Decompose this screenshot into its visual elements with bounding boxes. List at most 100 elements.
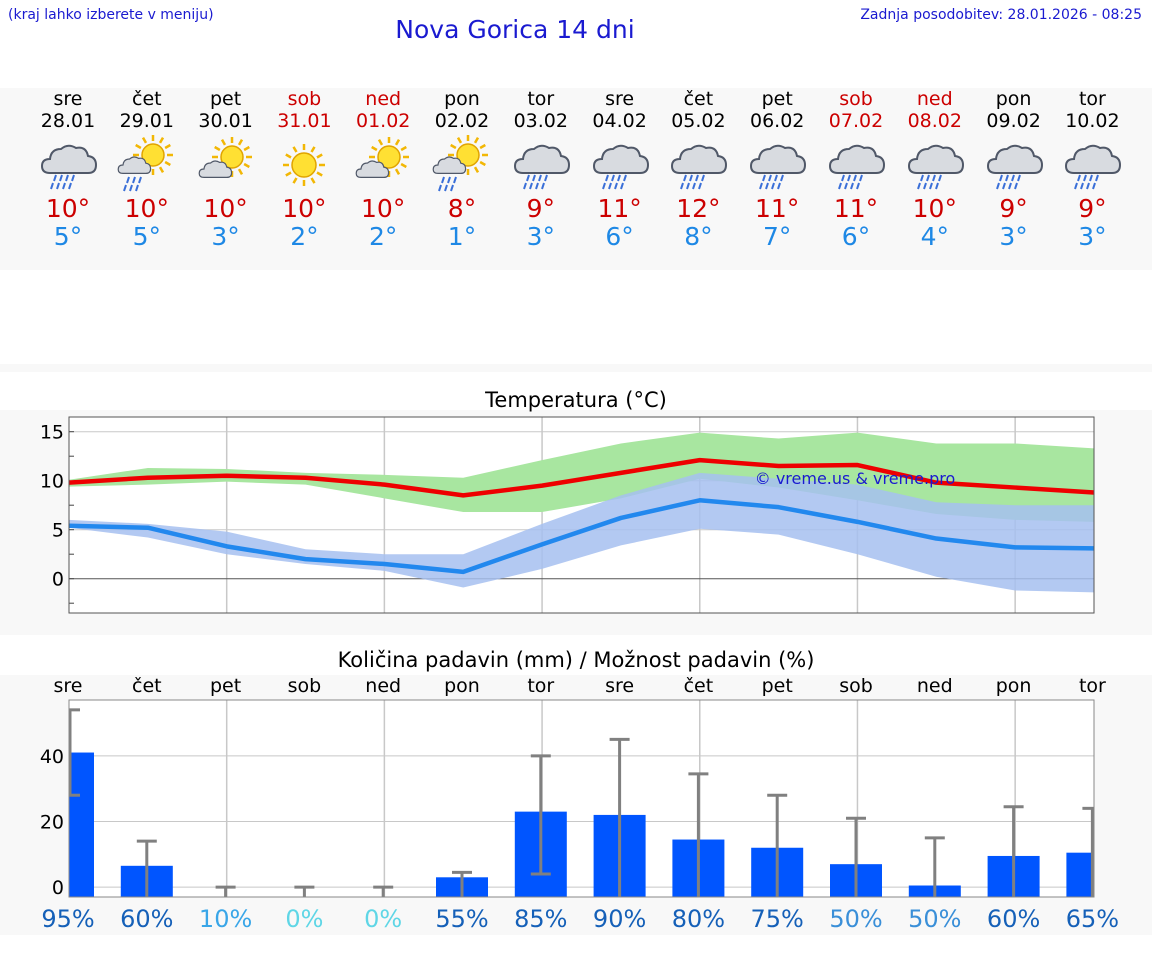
day-date: 29.01 (119, 110, 174, 132)
min-temperature: 5° (53, 222, 83, 251)
day-name: tor (527, 88, 555, 110)
day-column: sre 04.02 11° 6° (580, 88, 660, 251)
category-label: čet (132, 675, 162, 697)
min-temperature: 2° (290, 222, 319, 251)
day-column: pet 06.02 11° 7° (737, 88, 817, 251)
min-temperature: 7° (762, 222, 792, 251)
precipitation-probability: 0% (285, 905, 323, 933)
day-date: 05.02 (671, 110, 726, 132)
day-column: tor 03.02 9° 3° (501, 88, 581, 251)
max-temperature: 10° (45, 194, 91, 223)
day-column: sob 07.02 11° 6° (816, 88, 896, 251)
min-temperature: 6° (605, 222, 634, 251)
precipitation-probability: 10% (199, 905, 252, 933)
day-column: pon 09.02 9° 3° (974, 88, 1054, 251)
max-temperature: 11° (597, 194, 642, 223)
category-label: sre (54, 675, 83, 697)
day-column: tor 10.02 9° 3° (1052, 88, 1132, 251)
day-date: 07.02 (828, 110, 884, 132)
cloud-rain-icon (513, 144, 570, 190)
category-label: ned (365, 675, 401, 697)
max-temperature: 10° (361, 194, 406, 223)
cloud-rain-icon (986, 144, 1043, 190)
max-temperature: 10° (282, 194, 327, 223)
category-label: čet (684, 675, 714, 697)
max-temperature: 11° (755, 194, 800, 223)
last-updated-value: 28.01.2026 - 08:25 (1007, 7, 1142, 23)
day-name: pet (761, 88, 793, 110)
category-label: pet (762, 675, 793, 697)
day-column: čet 05.02 12° 8° (658, 88, 738, 251)
daily-forecast: sre 28.01 10° 5° čet 29.01 10° 5° pet 30.01 10°… (0, 88, 1152, 270)
category-label: sre (605, 675, 634, 697)
separator-band (0, 364, 1152, 372)
y-tick-label: 20 (40, 811, 64, 833)
cloud-rain-icon (1065, 144, 1122, 190)
precipitation-probability: 60% (987, 905, 1040, 933)
plot-frame (68, 416, 1095, 614)
day-date: 06.02 (749, 110, 805, 132)
day-name: tor (1078, 88, 1106, 110)
cloud-rain-icon (750, 144, 807, 190)
max-temperature: 10° (203, 194, 248, 223)
min-temperature: 5° (132, 222, 161, 251)
y-tick-label: 5 (52, 520, 64, 542)
day-column: pon 02.02 8° 1° (422, 88, 502, 251)
category-label: pon (444, 675, 480, 697)
max-temperature: 10° (124, 194, 169, 223)
precipitation-chart-title: Količina padavin (mm) / Možnost padavin … (337, 648, 815, 672)
location-hint: (kraj lahko izberete v meniju) (8, 7, 214, 23)
y-tick-label: 15 (40, 422, 64, 444)
day-name: pet (209, 88, 242, 110)
day-column: pet 30.01 10° 3° (186, 88, 266, 251)
min-temperature: 6° (841, 222, 871, 251)
min-temperature-line (68, 498, 1095, 575)
sun-cloud-icon (198, 137, 252, 179)
min-temperature: 3° (526, 222, 555, 251)
cloud-rain-icon (907, 144, 964, 190)
y-tick-label: 40 (40, 746, 64, 768)
max-temperature: 8° (447, 194, 477, 223)
category-label: ned (917, 675, 953, 697)
cloud-rain-icon (592, 144, 649, 190)
cloud-rain-icon (40, 144, 98, 190)
day-date: 28.01 (40, 110, 96, 132)
max-temperature: 10° (912, 194, 957, 223)
category-label: pon (996, 675, 1032, 697)
day-name: čet (132, 88, 162, 110)
day-name: ned (365, 88, 402, 110)
day-date: 10.02 (1065, 110, 1120, 132)
day-name: sob (287, 88, 322, 110)
precipitation-probability: 0% (364, 905, 402, 933)
temperature-chart: 0 5 10 15 © vreme.us & vreme.pro (40, 416, 1095, 614)
precipitation-probability: 85% (514, 905, 567, 933)
precipitation-probability: 90% (593, 905, 646, 933)
category-label: tor (1079, 675, 1106, 697)
sun-icon (283, 144, 326, 186)
day-date: 04.02 (592, 110, 647, 132)
min-temperature: 3° (999, 222, 1028, 251)
category-label: pet (210, 675, 241, 697)
cloud-rain-icon (671, 144, 728, 190)
precipitation-probability: 95% (41, 905, 94, 933)
min-temperature: 3° (1078, 222, 1107, 251)
precipitation-probability: 50% (908, 905, 961, 933)
category-label: tor (527, 675, 554, 697)
min-temperature: 1° (447, 222, 477, 251)
day-date: 01.02 (355, 110, 411, 132)
y-tick-label: 10 (40, 471, 64, 493)
min-temperature: 4° (920, 222, 949, 251)
max-temperature: 9° (999, 194, 1028, 223)
day-column: ned 08.02 10° 4° (895, 88, 975, 251)
watermark: © vreme.us & vreme.pro (755, 469, 956, 488)
precipitation-probability: 65% (1066, 905, 1119, 933)
max-temperature-line (68, 457, 1095, 498)
precipitation-probability: 50% (829, 905, 882, 933)
precipitation-probability: 60% (120, 905, 173, 933)
day-date: 08.02 (907, 110, 962, 132)
day-date: 30.01 (198, 110, 253, 132)
category-label: sob (839, 675, 873, 697)
y-tick-label: 0 (52, 877, 64, 899)
min-temperature: 2° (368, 222, 398, 251)
precipitation-probability: 55% (435, 905, 488, 933)
